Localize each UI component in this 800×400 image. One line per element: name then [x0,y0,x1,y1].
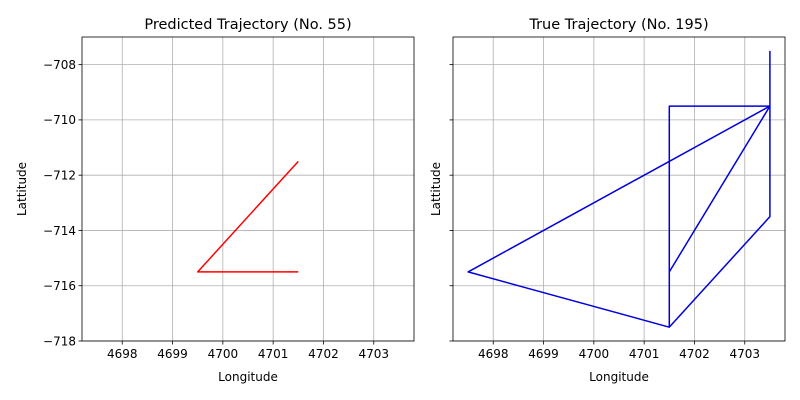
predicted-y-tick-label: −718 [43,334,76,348]
predicted-x-tick-label: 4699 [157,347,188,361]
predicted-y-tick-label: −710 [43,113,76,127]
true-x-tick-label: 4701 [629,347,660,361]
true-axes-frame [452,36,786,342]
predicted-axes-frame [81,36,415,342]
predicted-x-tick-label: 4701 [258,347,289,361]
predicted-chart-title: Predicted Trajectory (No. 55) [144,17,351,33]
predicted-x-tick-label: 4700 [208,347,239,361]
predicted-x-tick-label: 4702 [308,347,339,361]
predicted-plot-area [82,37,414,341]
true-x-tick-label: 4702 [679,347,710,361]
predicted-x-tick-label: 4703 [358,347,389,361]
predicted-y-tick-label: −712 [43,168,76,182]
true-chart-title: True Trajectory (No. 195) [528,17,708,33]
predicted-trajectory-line [196,160,299,273]
true-x-tick-label: 4700 [579,347,610,361]
true-x-tick-label: 4699 [528,347,559,361]
true-trajectory-panel: 4698 4699 4700 4701 4702 4703 True Trajectory … [429,17,786,384]
predicted-y-tick-label: −714 [43,224,76,238]
predicted-x-tick-label: 4698 [107,347,138,361]
predicted-y-tick-label: −716 [43,279,76,293]
predicted-y-tick-label: −708 [43,58,76,72]
predicted-y-axis-label: Lattitude [15,162,29,216]
true-x-axis-label: Longitude [589,370,649,384]
true-x-tick-label: 4703 [729,347,760,361]
predicted-x-axis-label: Longitude [218,370,278,384]
predicted-trajectory-panel: 4698 4699 4700 4701 4702 4703 −718 −716 −714 −712… [15,17,415,384]
true-trajectory-line [467,50,771,328]
true-x-tick-label: 4698 [478,347,509,361]
true-y-axis-label: Lattitude [429,162,443,216]
